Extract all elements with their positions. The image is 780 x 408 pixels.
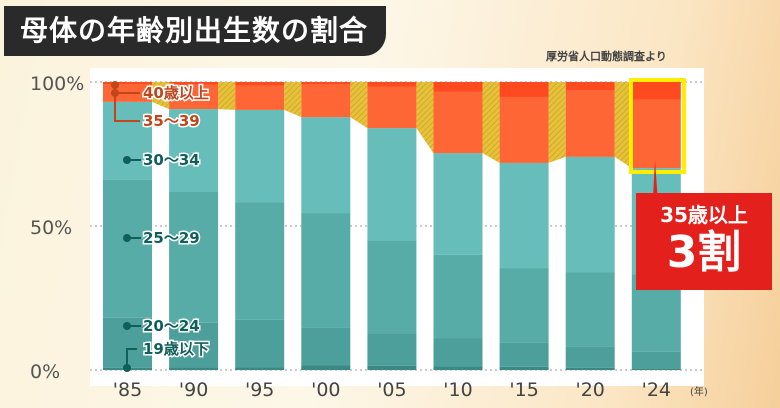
bar-segment (367, 128, 417, 241)
bar-segment (169, 109, 219, 193)
x-tick-label: '10 (443, 379, 472, 401)
y-tick-label: 0% (30, 361, 60, 383)
bar-segment (499, 96, 549, 163)
bar-segment (631, 351, 681, 369)
bar-segment (301, 365, 351, 370)
connector-band (416, 82, 434, 154)
connector-band (350, 82, 368, 129)
bar-segment (433, 153, 483, 255)
connector-band (284, 82, 302, 118)
bar-segment (433, 254, 483, 339)
bar-segment (301, 117, 351, 214)
bar-segment (301, 84, 351, 118)
bar-segment (301, 82, 351, 85)
bar-segment (367, 333, 417, 366)
bar-segment (433, 82, 483, 92)
bar-segment (235, 85, 285, 110)
bar-segment (631, 99, 681, 169)
bar-segment (499, 82, 549, 97)
x-tick-label: '00 (311, 379, 340, 401)
highlight-box-2024 (629, 78, 686, 174)
legend-label: 40歳以上 (143, 84, 209, 102)
x-tick-label: '90 (179, 379, 208, 401)
bar-segment (499, 162, 549, 269)
bar-segment (565, 90, 615, 157)
connector-band (152, 82, 170, 110)
x-tick-label: '15 (509, 379, 538, 401)
legend-label: 19歳以下 (143, 340, 209, 358)
x-tick-label: '24 (642, 379, 671, 401)
bar-segment (367, 365, 417, 370)
connector-band (614, 82, 632, 169)
bar-segment (235, 367, 285, 370)
bar-segment (103, 101, 152, 180)
legend-leader (114, 93, 140, 122)
bar-segment (169, 322, 219, 368)
bar-segment (565, 82, 615, 91)
legend-label: 25～29 (143, 229, 200, 247)
bar-segment (433, 91, 483, 154)
x-tick-label: '20 (575, 379, 604, 401)
bar-segment (301, 213, 351, 328)
callout-line2: 3割 (666, 227, 742, 278)
connector-band (548, 82, 566, 163)
bar-segment (367, 240, 417, 334)
connector-band (482, 82, 500, 163)
bar-segment (235, 319, 285, 368)
bar-segment (169, 84, 219, 110)
callout-box: 35歳以上 3割 (636, 193, 772, 290)
legend-label: 30～34 (143, 151, 200, 169)
bar-segment (235, 82, 285, 86)
bar-segment (235, 202, 285, 320)
x-axis-unit: (年) (690, 385, 708, 398)
x-tick-label: '95 (245, 379, 274, 401)
bar-segment (565, 346, 615, 368)
bar-segment (301, 327, 351, 366)
bar-segment (631, 368, 681, 370)
bar-segment (499, 366, 549, 370)
bar-segment (433, 338, 483, 367)
bar-segment (169, 367, 219, 370)
bar-segment (565, 272, 615, 347)
callout-line1: 35歳以上 (660, 203, 748, 227)
bar-segment (169, 82, 219, 85)
legend-leader (126, 348, 137, 368)
chart-title: 母体の年齢別出生数の割合 (4, 6, 387, 56)
bar-segment (499, 268, 549, 343)
legend-label: 20～24 (143, 317, 200, 335)
bar-segment (103, 179, 152, 318)
bar-segment (433, 366, 483, 370)
bar-segment (631, 82, 681, 100)
legend-label: 35～39 (143, 112, 200, 130)
bar-segment (565, 367, 615, 370)
y-tick-label: 100% (30, 73, 84, 95)
bar-segment (565, 156, 615, 273)
bar-segment (103, 82, 152, 85)
bar-segment (499, 342, 549, 367)
source-note: 厚労省人口動態調査より (546, 50, 667, 63)
bar-segment (235, 109, 285, 203)
x-tick-label: '85 (113, 379, 142, 401)
bar-segment (169, 192, 219, 323)
x-tick-label: '05 (377, 379, 406, 401)
bar-segment (367, 82, 417, 87)
connector-band (218, 82, 236, 110)
bar-segment (367, 86, 417, 129)
y-tick-label: 50% (30, 217, 72, 239)
